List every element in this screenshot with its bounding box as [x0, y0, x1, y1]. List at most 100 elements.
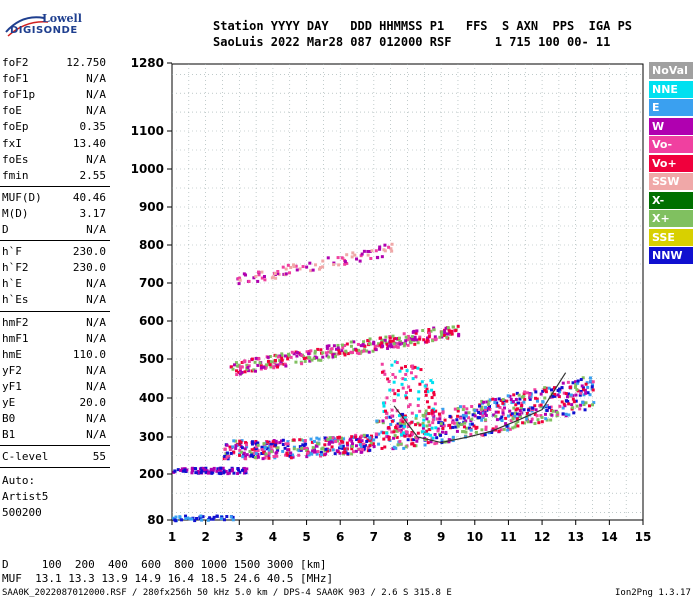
echo-point	[431, 421, 435, 425]
echo-point	[224, 469, 228, 473]
echo-point	[342, 437, 346, 441]
echo-point	[453, 407, 457, 411]
echo-point	[451, 425, 455, 429]
echo-point	[543, 412, 547, 416]
echo-point	[361, 343, 365, 347]
param-value: 55	[92, 450, 106, 464]
echo-point	[245, 363, 249, 367]
echo-point	[525, 411, 529, 415]
echo-point	[409, 339, 413, 343]
echo-point	[273, 358, 277, 362]
echo-point	[390, 345, 394, 349]
echo-point	[387, 344, 391, 348]
echo-point	[365, 349, 369, 353]
echo-point	[396, 422, 400, 426]
echo-point	[471, 413, 475, 417]
echo-point	[414, 414, 418, 418]
echo-point	[451, 419, 455, 423]
echo-point	[327, 350, 331, 354]
echo-point	[256, 452, 260, 456]
echo-point	[423, 443, 427, 447]
echo-point	[385, 431, 389, 435]
echo-point	[456, 407, 460, 411]
echo-point	[390, 242, 394, 246]
echo-point	[385, 411, 389, 415]
echo-point	[416, 421, 420, 425]
echo-point	[383, 243, 387, 247]
echo-point	[431, 436, 435, 440]
echo-point	[345, 261, 349, 265]
echo-point	[323, 436, 327, 440]
echo-point	[452, 421, 456, 425]
echo-point	[330, 445, 334, 449]
echo-point	[308, 261, 312, 265]
echo-point	[302, 356, 306, 360]
echo-point	[334, 440, 338, 444]
echo-point	[499, 399, 503, 403]
echo-point	[552, 386, 556, 390]
echo-point	[266, 361, 270, 365]
echo-point	[415, 439, 419, 443]
echo-point	[316, 347, 320, 351]
echo-point	[390, 363, 394, 367]
echo-point	[403, 434, 407, 438]
echo-point	[245, 467, 249, 471]
echo-point	[401, 412, 405, 416]
echo-point	[240, 446, 244, 450]
echo-point	[190, 467, 194, 471]
echo-point	[366, 249, 370, 253]
echo-point	[310, 358, 314, 362]
autoscaling-info: Artist5	[2, 490, 49, 504]
echo-point	[445, 335, 449, 339]
y-tick-label: 800	[139, 238, 164, 252]
echo-point	[430, 426, 434, 430]
echo-point	[280, 354, 284, 358]
echo-point	[404, 335, 408, 339]
echo-point	[486, 406, 490, 410]
echo-point	[480, 405, 484, 409]
param-value: N/A	[86, 152, 106, 166]
echo-point	[278, 362, 282, 366]
echo-point	[367, 350, 371, 354]
echo-point	[567, 402, 571, 406]
echo-point	[362, 249, 366, 253]
echo-point	[176, 468, 180, 472]
echo-point	[360, 439, 364, 443]
echo-point	[502, 427, 506, 431]
echo-point	[374, 348, 378, 352]
param-value: N/A	[86, 315, 106, 329]
echo-point	[260, 445, 264, 449]
echo-point	[581, 401, 585, 405]
echo-point	[356, 342, 360, 346]
echo-point	[232, 450, 236, 454]
echo-point	[473, 409, 477, 413]
logo-swoosh-icon	[5, 16, 49, 37]
echo-point	[372, 342, 376, 346]
echo-point	[459, 416, 463, 420]
echo-point	[402, 344, 406, 348]
header-line-1: Station YYYY DAY DDD HHMMSS P1 FFS S AXN…	[213, 19, 633, 33]
echo-point	[585, 381, 589, 385]
echo-point	[517, 393, 521, 397]
echo-point	[349, 340, 353, 344]
echo-point	[403, 422, 407, 426]
echo-point	[354, 433, 358, 437]
echo-point	[464, 411, 468, 415]
echo-point	[440, 430, 444, 434]
param-label: foF1p	[2, 88, 36, 102]
echo-point	[242, 466, 246, 470]
echo-point	[297, 351, 301, 355]
param-label: hmF1	[2, 331, 29, 345]
echo-point	[501, 398, 505, 402]
echo-point	[521, 421, 525, 425]
echo-point	[363, 344, 367, 348]
echo-point	[427, 412, 431, 416]
echo-point	[230, 469, 234, 473]
echo-point	[256, 363, 260, 367]
echo-point	[362, 433, 366, 437]
legend-item-nnw: NNW	[649, 247, 693, 264]
echo-point	[402, 342, 406, 346]
param-label: foEs	[2, 152, 29, 166]
echo-point	[291, 453, 295, 457]
echo-point	[190, 517, 194, 521]
